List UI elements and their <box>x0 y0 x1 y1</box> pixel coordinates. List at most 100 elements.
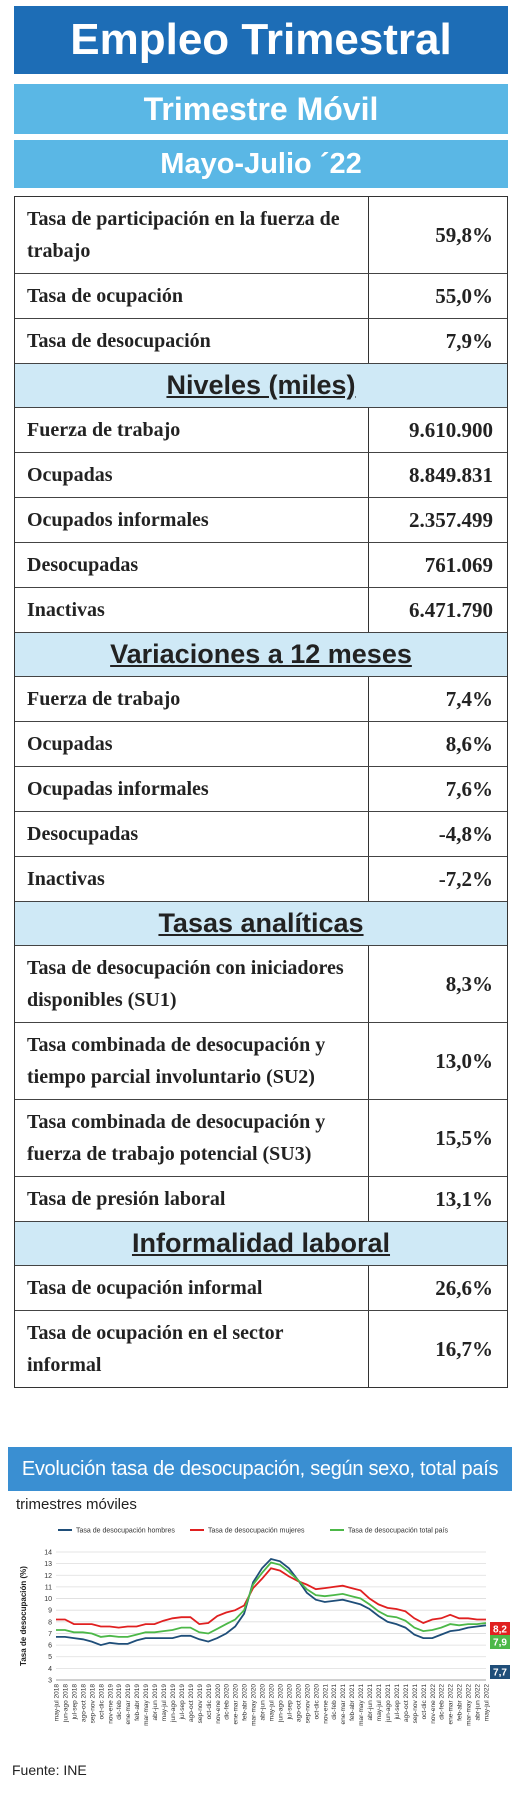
row-value: 761.069 <box>424 552 493 577</box>
row-value: 6.471.790 <box>409 597 493 622</box>
subtitle: Trimestre Móvil <box>14 84 508 134</box>
x-tick-label: ene-mar 2022 <box>448 1684 455 1725</box>
section-heading: Informalidad laboral <box>15 1222 507 1266</box>
x-tick-label: nov-ene 2021 <box>322 1684 329 1724</box>
y-tick-label: 11 <box>45 1584 52 1591</box>
x-tick-label: oct-dic 2019 <box>206 1684 213 1720</box>
row-value: 15,5% <box>435 1125 493 1150</box>
x-tick-label: feb-abr 2019 <box>134 1684 141 1721</box>
y-axis-label: Tasa de desocupación (%) <box>19 1566 28 1666</box>
row-value: 7,6% <box>445 776 493 801</box>
y-tick-label: 4 <box>48 1666 52 1673</box>
row-value: 9.610.900 <box>409 417 493 442</box>
x-tick-label: abr-jun 2022 <box>475 1684 482 1721</box>
table-row: Fuerza de trabajo 7,4% <box>15 677 507 722</box>
x-tick-label: nov-ene 2019 <box>107 1684 114 1724</box>
row-label: Ocupadas informales <box>15 767 369 811</box>
y-tick-label: 10 <box>44 1596 52 1603</box>
row-label: Tasa de desocupación con iniciadores dis… <box>15 946 369 1022</box>
end-label: 8,2 <box>493 1625 507 1636</box>
row-label: Inactivas <box>15 857 369 901</box>
legend-label: Tasa de desocupación mujeres <box>208 1528 305 1535</box>
series-line <box>56 1561 487 1638</box>
series-line <box>56 1567 486 1629</box>
period: Mayo-Julio ´22 <box>14 140 508 188</box>
table-row: Tasa de desocupación 7,9% <box>15 319 507 364</box>
row-value: 59,8% <box>435 222 493 247</box>
x-tick-label: jun-ago 2020 <box>277 1684 284 1723</box>
x-tick-label: may-jul 2021 <box>376 1684 383 1722</box>
x-tick-label: mar-may 2019 <box>143 1684 150 1726</box>
x-tick-label: ene-mar 2020 <box>233 1684 240 1725</box>
row-value: 7,4% <box>445 686 493 711</box>
row-label: Tasa combinada de desocupación y tiempo … <box>15 1023 369 1099</box>
x-tick-label: mar-may 2022 <box>466 1684 473 1726</box>
row-label: Tasa de ocupación informal <box>15 1266 369 1310</box>
row-value: 16,7% <box>435 1336 493 1361</box>
x-tick-label: dic-feb 2022 <box>439 1684 446 1720</box>
row-label: Tasa combinada de desocupación y fuerza … <box>15 1100 369 1176</box>
x-tick-label: jun-ago 2021 <box>385 1684 392 1723</box>
x-tick-label: feb-abr 2022 <box>457 1684 464 1721</box>
x-tick-label: feb-abr 2021 <box>349 1684 356 1721</box>
section-heading: Niveles (miles) <box>15 364 507 408</box>
row-label: Ocupadas <box>15 722 369 766</box>
x-tick-label: dic-feb 2020 <box>224 1684 231 1720</box>
row-label: Inactivas <box>15 588 369 632</box>
x-tick-label: jun-ago 2018 <box>62 1684 69 1723</box>
table-row: Tasa de ocupación en el sector informal 1… <box>15 1311 507 1387</box>
legend-label: Tasa de desocupación total país <box>348 1528 449 1535</box>
x-tick-label: nov-ene 2022 <box>430 1684 437 1724</box>
x-tick-label: mar-may 2020 <box>251 1684 258 1726</box>
row-label: Desocupadas <box>15 543 369 587</box>
table-row: Tasa de presión laboral 13,1% <box>15 1177 507 1222</box>
x-tick-label: feb-abr 2020 <box>242 1684 249 1721</box>
table-row: Tasa de ocupación 55,0% <box>15 274 507 319</box>
row-label: Tasa de ocupación en el sector informal <box>15 1311 369 1387</box>
row-value: -4,8% <box>438 821 493 846</box>
y-tick-label: 7 <box>48 1631 52 1638</box>
table-row: Ocupadas 8,6% <box>15 722 507 767</box>
x-tick-label: sep-nov 2018 <box>89 1684 96 1724</box>
row-value: 8,3% <box>445 971 493 996</box>
y-tick-label: 6 <box>48 1643 52 1650</box>
row-label: Ocupadas <box>15 453 369 497</box>
table-row: Ocupadas 8.849.831 <box>15 453 507 498</box>
row-label: Tasa de ocupación <box>15 274 369 318</box>
row-value: 8,6% <box>445 731 493 756</box>
x-tick-label: ago-oct 2021 <box>403 1684 410 1722</box>
end-label-box <box>490 1622 510 1636</box>
source: Fuente: INE <box>12 1762 87 1778</box>
title: Empleo Trimestral <box>14 6 508 74</box>
x-tick-label: ago-oct 2020 <box>295 1684 302 1722</box>
x-tick-label: may-jul 2018 <box>54 1684 61 1722</box>
x-tick-label: jul-sep 2020 <box>286 1684 293 1721</box>
table-row: Ocupadas informales 7,6% <box>15 767 507 812</box>
row-label: Tasa de participación en la fuerza de tr… <box>15 197 369 273</box>
row-value: 26,6% <box>435 1275 493 1300</box>
row-label: Fuerza de trabajo <box>15 677 369 721</box>
table-row: Tasa de desocupación con iniciadores dis… <box>15 946 507 1023</box>
x-tick-label: may-jul 2019 <box>161 1684 168 1722</box>
x-tick-label: ene-mar 2021 <box>340 1684 347 1725</box>
table-row: Desocupadas -4,8% <box>15 812 507 857</box>
row-label: Tasa de desocupación <box>15 319 369 363</box>
x-tick-label: ago-oct 2019 <box>188 1684 195 1722</box>
table-row: Tasa combinada de desocupación y tiempo … <box>15 1023 507 1100</box>
row-value: 7,9% <box>445 328 493 353</box>
y-tick-label: 13 <box>44 1561 52 1568</box>
x-tick-label: oct-dic 2020 <box>313 1684 320 1720</box>
row-label: Fuerza de trabajo <box>15 408 369 452</box>
series-line <box>56 1557 487 1647</box>
chart-title: Evolución tasa de desocupación, según se… <box>8 1447 512 1491</box>
y-tick-label: 14 <box>44 1550 52 1557</box>
row-value: 2.357.499 <box>409 507 493 532</box>
section-heading: Tasas analíticas <box>15 902 507 946</box>
table-row: Tasa de ocupación informal 26,6% <box>15 1266 507 1311</box>
row-value: 13,0% <box>435 1048 493 1073</box>
end-label-box <box>490 1665 510 1679</box>
table-row: Desocupadas 761.069 <box>15 543 507 588</box>
x-tick-label: may-jul 2020 <box>269 1684 276 1722</box>
x-tick-label: jun-ago 2019 <box>170 1684 177 1723</box>
